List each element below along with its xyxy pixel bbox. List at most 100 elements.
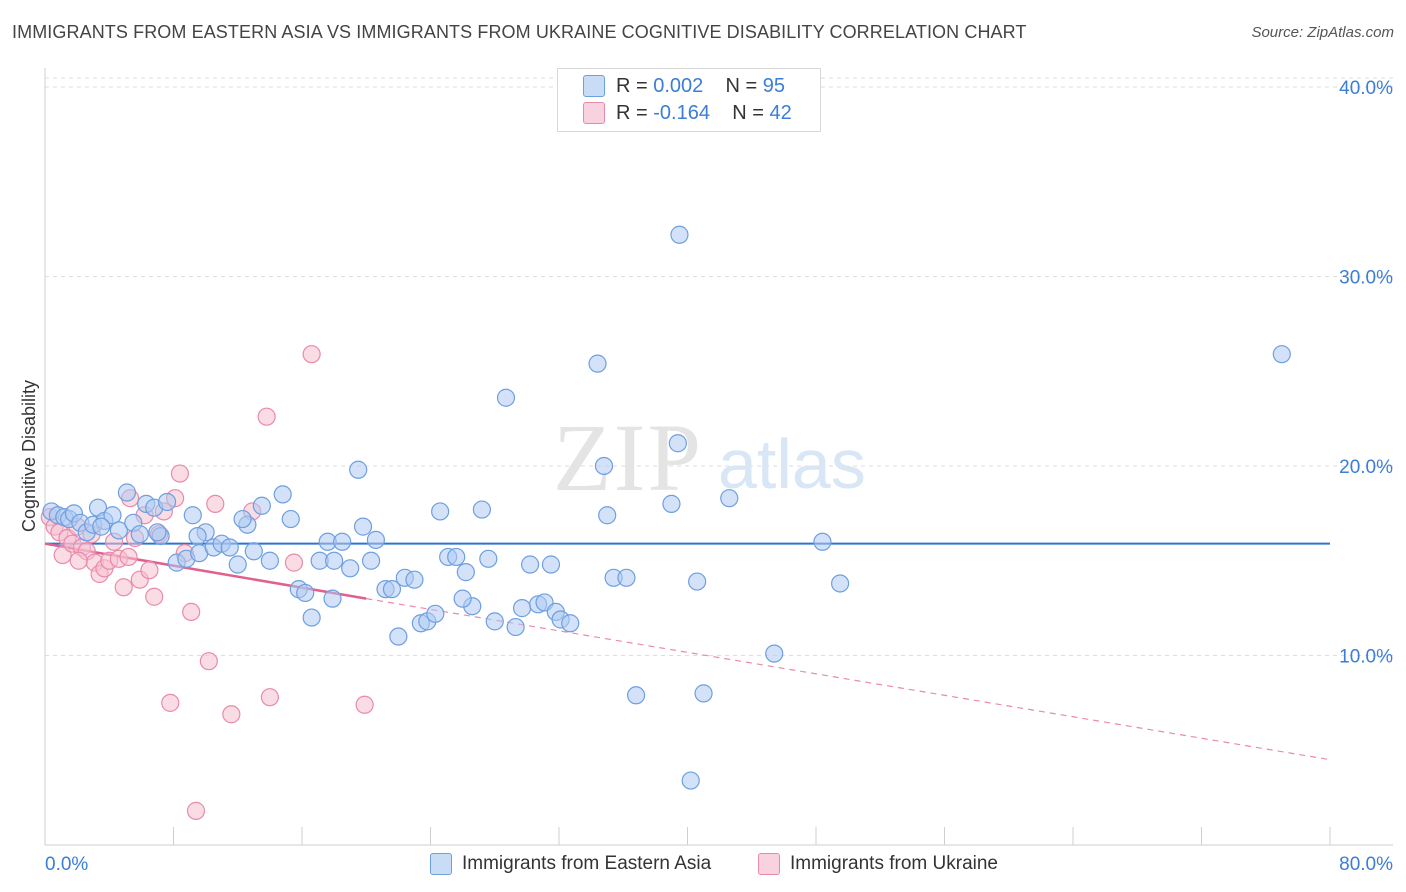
data-point-eastern-asia <box>598 506 617 525</box>
data-point-eastern-asia <box>588 354 607 373</box>
y-tick-label: 30.0% <box>1339 267 1393 288</box>
data-point-eastern-asia <box>485 612 504 631</box>
series-eastern-asia-points <box>42 225 1291 790</box>
data-point-eastern-asia <box>323 589 342 608</box>
data-point-eastern-asia <box>130 525 149 544</box>
legend-swatch-pink <box>583 102 605 124</box>
legend-swatch-blue <box>583 75 605 97</box>
data-point-eastern-asia <box>594 456 614 476</box>
data-point-eastern-asia <box>830 574 850 593</box>
data-point-eastern-asia <box>626 686 646 705</box>
legend-r-label: R = <box>616 101 648 124</box>
data-point-ukraine <box>69 551 88 570</box>
bottom-legend-swatch-blue <box>430 853 452 875</box>
source-label: Source: ZipAtlas.com <box>1251 24 1394 41</box>
legend-r-value: 0.002 <box>653 74 704 97</box>
data-point-eastern-asia <box>148 523 167 542</box>
y-tick-label: 10.0% <box>1339 646 1393 667</box>
gridlines <box>45 77 1393 656</box>
data-point-eastern-asia <box>670 225 689 244</box>
data-point-eastern-asia <box>273 485 292 504</box>
data-point-eastern-asia <box>325 551 344 570</box>
x-tick-label: 0.0% <box>45 854 88 875</box>
y-tick-label: 20.0% <box>1339 457 1393 478</box>
data-point-ukraine <box>260 688 279 707</box>
data-point-eastern-asia <box>426 604 445 623</box>
data-point-eastern-asia <box>220 538 239 557</box>
data-point-ukraine <box>355 695 374 714</box>
data-point-eastern-asia <box>382 580 402 599</box>
data-point-eastern-asia <box>720 489 739 508</box>
data-point-eastern-asia <box>520 555 540 574</box>
data-point-eastern-asia <box>512 599 532 618</box>
data-point-eastern-asia <box>694 684 713 703</box>
legend-r-value: -0.164 <box>653 101 710 124</box>
data-point-eastern-asia <box>541 555 561 574</box>
bottom-legend-swatch-pink <box>758 853 780 875</box>
data-point-eastern-asia <box>260 551 279 570</box>
trend-line-ukraine-extension <box>366 598 1331 761</box>
data-point-eastern-asia <box>496 388 516 407</box>
data-point-eastern-asia <box>617 568 636 587</box>
watermark-zip: ZIP <box>553 404 703 511</box>
data-point-ukraine <box>114 578 133 597</box>
data-point-eastern-asia <box>281 509 300 529</box>
data-point-ukraine <box>206 494 225 513</box>
data-point-eastern-asia <box>188 526 207 546</box>
stats-legend: R = 0.002 N = 95 R = -0.164 N = 42 <box>557 68 821 132</box>
data-point-eastern-asia <box>479 549 498 568</box>
data-point-eastern-asia <box>765 644 784 663</box>
data-point-eastern-asia <box>366 530 385 549</box>
tick-labels: 10.0% 20.0% 30.0% 40.0% 0.0% 80.0% <box>45 78 1393 875</box>
data-point-ukraine <box>302 345 321 364</box>
bottom-legend-label: Immigrants from Eastern Asia <box>462 853 712 874</box>
data-point-eastern-asia <box>447 547 466 567</box>
data-point-eastern-asia <box>349 460 368 479</box>
data-point-eastern-asia <box>117 483 137 502</box>
bottom-legend-ukraine: Immigrants from Ukraine <box>758 852 998 876</box>
series-ukraine-points <box>40 345 374 820</box>
data-point-ukraine <box>119 547 138 567</box>
data-point-eastern-asia <box>302 608 321 627</box>
bottom-legend-eastern-asia: Immigrants from Eastern Asia <box>430 852 711 876</box>
data-point-eastern-asia <box>183 506 202 525</box>
data-point-ukraine <box>199 652 218 671</box>
data-point-eastern-asia <box>662 494 681 513</box>
data-point-eastern-asia <box>244 542 263 561</box>
data-point-eastern-asia <box>296 583 315 603</box>
legend-n-value: 42 <box>769 101 792 124</box>
data-point-ukraine <box>222 705 241 724</box>
data-point-eastern-asia <box>92 517 111 536</box>
trend-lines <box>44 542 1331 761</box>
data-point-eastern-asia <box>1272 345 1291 364</box>
data-point-ukraine <box>186 801 206 820</box>
data-point-ukraine <box>284 553 304 572</box>
data-point-eastern-asia <box>813 532 832 551</box>
data-point-eastern-asia <box>109 521 128 540</box>
data-point-eastern-asia <box>157 492 177 512</box>
data-point-ukraine <box>161 693 180 712</box>
legend-n-value: 95 <box>762 74 786 97</box>
data-point-eastern-asia <box>405 570 424 589</box>
data-point-ukraine <box>145 587 164 606</box>
legend-n-label: N = <box>732 101 764 124</box>
y-axis-label: Cognitive Disability <box>19 380 39 532</box>
legend-row-ukraine: R = -0.164 N = 42 <box>583 100 792 126</box>
x-tick-label: 80.0% <box>1339 854 1393 875</box>
data-point-eastern-asia <box>353 517 373 536</box>
data-point-eastern-asia <box>431 502 450 521</box>
axes <box>44 68 1393 846</box>
legend-n-label: N = <box>725 74 758 97</box>
bottom-legend-label: Immigrants from Ukraine <box>790 853 998 874</box>
data-point-eastern-asia <box>453 589 472 608</box>
data-point-eastern-asia <box>688 572 707 591</box>
data-point-eastern-asia <box>506 617 525 637</box>
legend-r-label: R = <box>616 74 648 97</box>
data-point-eastern-asia <box>341 559 360 578</box>
data-point-ukraine <box>140 561 159 580</box>
data-point-eastern-asia <box>456 563 475 582</box>
data-point-ukraine <box>182 602 201 622</box>
data-point-eastern-asia <box>389 627 408 646</box>
data-point-eastern-asia <box>228 555 247 574</box>
